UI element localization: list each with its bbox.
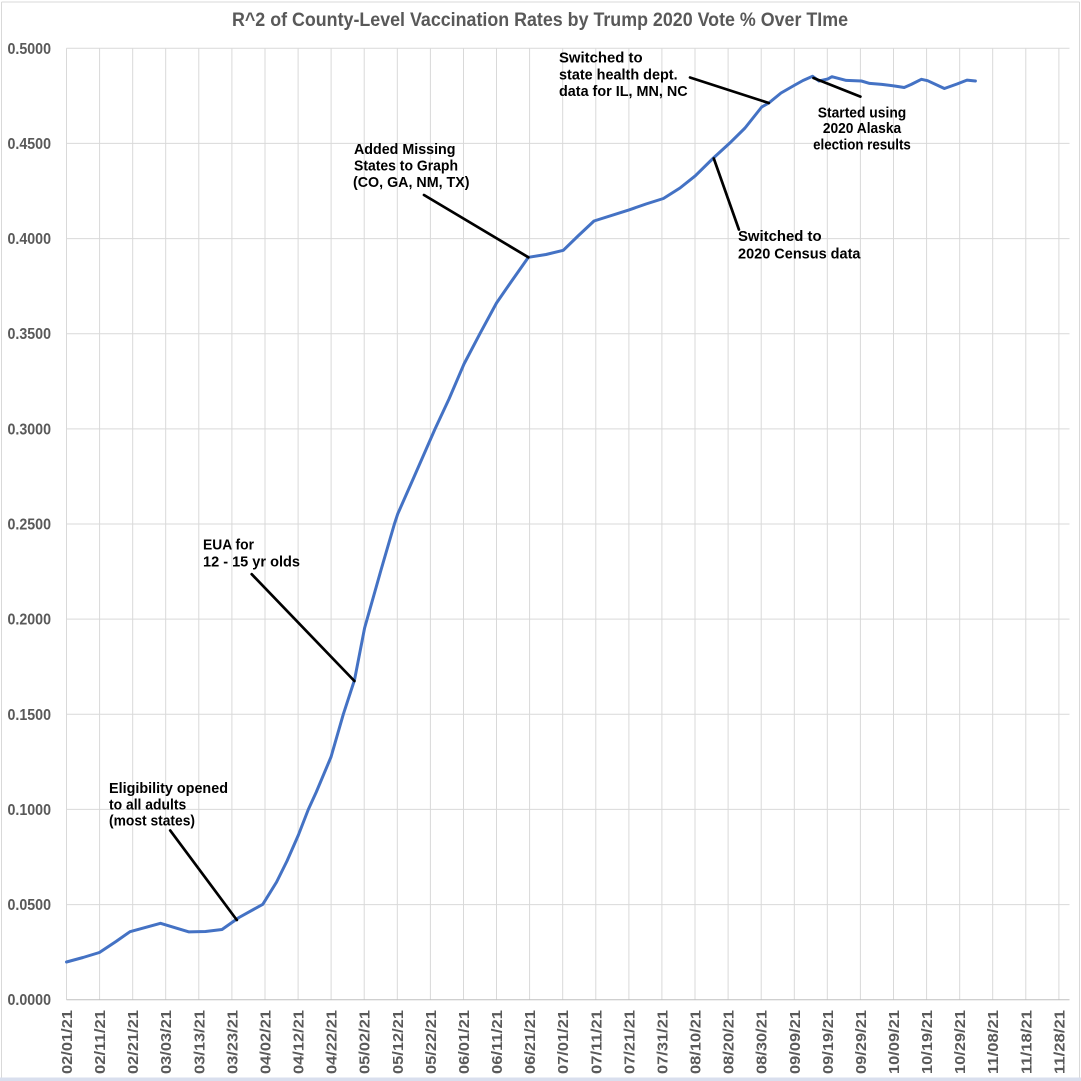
svg-text:06/21/21: 06/21/21 (522, 1010, 539, 1074)
svg-text:02/11/21: 02/11/21 (92, 1010, 109, 1074)
svg-text:06/01/21: 06/01/21 (456, 1010, 473, 1074)
svg-text:04/12/21: 04/12/21 (291, 1010, 308, 1074)
svg-text:Eligibility opened: Eligibility opened (109, 780, 228, 797)
svg-text:12 - 15 yr olds: 12 - 15 yr olds (203, 553, 300, 570)
svg-text:(CO, GA, NM, TX): (CO, GA, NM, TX) (353, 174, 470, 191)
svg-text:Switched to: Switched to (738, 228, 822, 245)
svg-text:0.4000: 0.4000 (8, 231, 52, 248)
svg-text:05/02/21: 05/02/21 (357, 1010, 374, 1074)
svg-text:05/22/21: 05/22/21 (423, 1010, 440, 1074)
svg-text:09/29/21: 09/29/21 (853, 1010, 870, 1074)
svg-text:05/12/21: 05/12/21 (390, 1010, 407, 1074)
svg-text:0.4500: 0.4500 (8, 136, 52, 153)
svg-text:02/01/21: 02/01/21 (59, 1010, 76, 1074)
svg-text:07/11/21: 07/11/21 (588, 1010, 605, 1074)
svg-text:07/01/21: 07/01/21 (555, 1010, 572, 1074)
svg-text:0.0500: 0.0500 (8, 897, 52, 914)
svg-text:R^2 of County-Level Vaccinatio: R^2 of County-Level Vaccination Rates by… (232, 9, 848, 31)
svg-text:02/21/21: 02/21/21 (125, 1010, 142, 1074)
svg-text:EUA for: EUA for (203, 537, 254, 554)
svg-text:0.2500: 0.2500 (8, 517, 52, 534)
svg-text:11/08/21: 11/08/21 (985, 1010, 1002, 1074)
svg-text:Switched to: Switched to (559, 50, 643, 67)
svg-text:0.1500: 0.1500 (8, 707, 52, 724)
svg-text:04/22/21: 04/22/21 (324, 1010, 341, 1074)
svg-text:state health dept.: state health dept. (559, 67, 678, 84)
svg-text:data for IL, MN, NC: data for IL, MN, NC (559, 83, 688, 100)
svg-text:10/29/21: 10/29/21 (952, 1010, 969, 1074)
svg-text:2020 Census data: 2020 Census data (738, 246, 861, 263)
svg-text:election results: election results (813, 136, 911, 153)
svg-text:Started using: Started using (818, 104, 907, 121)
svg-text:08/30/21: 08/30/21 (754, 1010, 771, 1074)
svg-text:Added Missing: Added Missing (354, 141, 456, 158)
svg-text:09/09/21: 09/09/21 (787, 1010, 804, 1074)
svg-text:03/03/21: 03/03/21 (158, 1010, 175, 1074)
svg-text:States to Graph: States to Graph (354, 157, 458, 174)
svg-text:0.5000: 0.5000 (8, 41, 52, 58)
svg-text:11/18/21: 11/18/21 (1018, 1010, 1035, 1074)
svg-text:10/19/21: 10/19/21 (919, 1010, 936, 1074)
svg-text:0.1000: 0.1000 (8, 802, 52, 819)
svg-text:11/28/21: 11/28/21 (1051, 1010, 1068, 1074)
svg-text:0.2000: 0.2000 (8, 612, 52, 629)
svg-text:to all adults: to all adults (109, 796, 186, 813)
svg-text:2020 Alaska: 2020 Alaska (823, 120, 902, 137)
svg-text:03/23/21: 03/23/21 (224, 1010, 241, 1074)
svg-text:10/09/21: 10/09/21 (886, 1010, 903, 1074)
svg-text:09/19/21: 09/19/21 (820, 1010, 837, 1074)
svg-text:06/11/21: 06/11/21 (489, 1010, 506, 1074)
svg-text:0.3500: 0.3500 (8, 326, 52, 343)
svg-text:0.0000: 0.0000 (8, 992, 52, 1009)
svg-text:08/10/21: 08/10/21 (688, 1010, 705, 1074)
svg-text:08/20/21: 08/20/21 (721, 1010, 738, 1074)
svg-text:04/02/21: 04/02/21 (258, 1010, 275, 1074)
svg-text:(most states): (most states) (109, 813, 195, 830)
svg-text:07/21/21: 07/21/21 (621, 1010, 638, 1074)
svg-text:03/13/21: 03/13/21 (191, 1010, 208, 1074)
svg-text:07/31/21: 07/31/21 (654, 1010, 671, 1074)
svg-text:0.3000: 0.3000 (8, 421, 52, 438)
